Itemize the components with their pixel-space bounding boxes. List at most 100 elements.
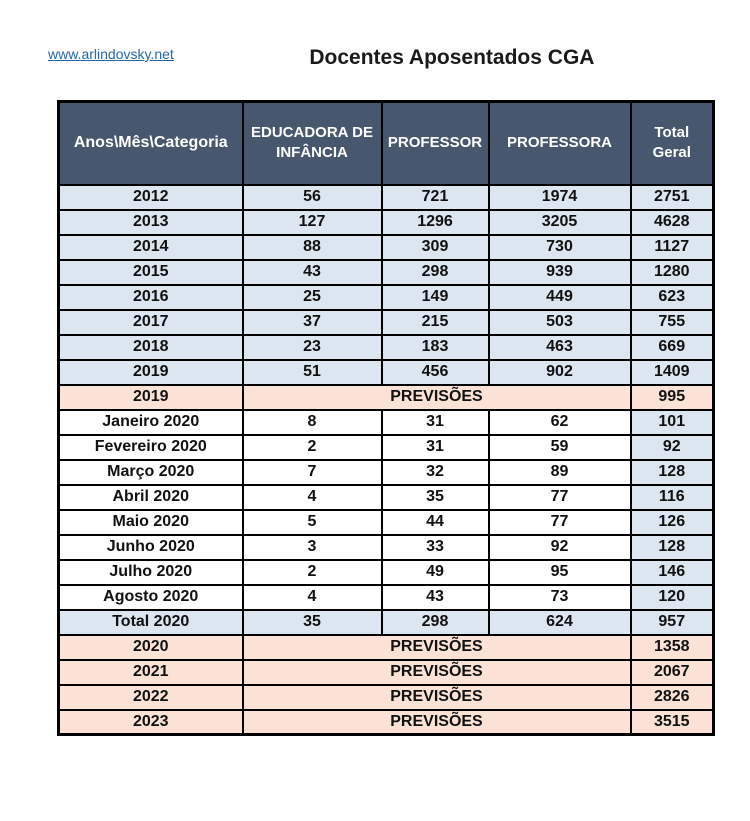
row-label-cell: 2016 bbox=[57, 283, 244, 311]
total-cell: 1409 bbox=[629, 358, 715, 386]
value-cell: 23 bbox=[241, 333, 383, 361]
value-cell: 77 bbox=[487, 483, 632, 511]
total-cell: 128 bbox=[629, 533, 715, 561]
value-cell: 298 bbox=[380, 608, 490, 636]
total-cell: 128 bbox=[629, 458, 715, 486]
total-cell: 2067 bbox=[629, 658, 715, 686]
value-cell: 298 bbox=[380, 258, 490, 286]
value-cell: 31 bbox=[380, 408, 490, 436]
row-label-cell: 2022 bbox=[57, 683, 244, 711]
total-cell: 146 bbox=[629, 558, 715, 586]
value-cell: 4 bbox=[241, 483, 383, 511]
row-label-cell: Total 2020 bbox=[57, 608, 244, 636]
total-cell: 957 bbox=[629, 608, 715, 636]
top-bar: www.arlindovsky.net Docentes Aposentados… bbox=[0, 0, 750, 70]
previsoes-merged-cell: PREVISÕES bbox=[241, 683, 632, 711]
value-cell: 1974 bbox=[487, 183, 632, 211]
value-cell: 77 bbox=[487, 508, 632, 536]
value-cell: 449 bbox=[487, 283, 632, 311]
value-cell: 2 bbox=[241, 433, 383, 461]
row-label-cell: 2023 bbox=[57, 708, 244, 736]
table-row: 2012 56 721 1974 2751 bbox=[57, 183, 715, 211]
total-cell: 1358 bbox=[629, 633, 715, 661]
row-label-cell: 2019 bbox=[57, 358, 244, 386]
value-cell: 149 bbox=[380, 283, 490, 311]
row-label-cell: 2014 bbox=[57, 233, 244, 261]
table-row: 2023 PREVISÕES 3515 bbox=[57, 708, 715, 736]
total-cell: 755 bbox=[629, 308, 715, 336]
previsoes-merged-cell: PREVISÕES bbox=[241, 658, 632, 686]
table-row: 2016 25 149 449 623 bbox=[57, 283, 715, 311]
table-row: Julho 2020 2 49 95 146 bbox=[57, 558, 715, 586]
value-cell: 35 bbox=[380, 483, 490, 511]
table-row: Total 2020 35 298 624 957 bbox=[57, 608, 715, 636]
total-cell: 623 bbox=[629, 283, 715, 311]
row-label-cell: 2012 bbox=[57, 183, 244, 211]
page-title: Docentes Aposentados CGA bbox=[309, 46, 595, 69]
value-cell: 721 bbox=[380, 183, 490, 211]
total-cell: 669 bbox=[629, 333, 715, 361]
table-row: 2015 43 298 939 1280 bbox=[57, 258, 715, 286]
value-cell: 33 bbox=[380, 533, 490, 561]
row-label-cell: 2013 bbox=[57, 208, 244, 236]
value-cell: 51 bbox=[241, 358, 383, 386]
previsoes-merged-cell: PREVISÕES bbox=[241, 708, 632, 736]
col-header-professora: PROFESSORA bbox=[487, 100, 632, 186]
table-row: 2018 23 183 463 669 bbox=[57, 333, 715, 361]
table-row: 2021 PREVISÕES 2067 bbox=[57, 658, 715, 686]
value-cell: 43 bbox=[380, 583, 490, 611]
value-cell: 8 bbox=[241, 408, 383, 436]
row-label-cell: 2018 bbox=[57, 333, 244, 361]
value-cell: 902 bbox=[487, 358, 632, 386]
row-label-cell: Julho 2020 bbox=[57, 558, 244, 586]
row-label-cell: 2019 bbox=[57, 383, 244, 411]
value-cell: 49 bbox=[380, 558, 490, 586]
value-cell: 127 bbox=[241, 208, 383, 236]
table-row: 2022 PREVISÕES 2826 bbox=[57, 683, 715, 711]
row-label-cell: 2015 bbox=[57, 258, 244, 286]
row-label-cell: Janeiro 2020 bbox=[57, 408, 244, 436]
row-label-cell: Maio 2020 bbox=[57, 508, 244, 536]
value-cell: 3 bbox=[241, 533, 383, 561]
value-cell: 25 bbox=[241, 283, 383, 311]
value-cell: 62 bbox=[487, 408, 632, 436]
value-cell: 92 bbox=[487, 533, 632, 561]
value-cell: 56 bbox=[241, 183, 383, 211]
row-label-cell: 2021 bbox=[57, 658, 244, 686]
value-cell: 44 bbox=[380, 508, 490, 536]
value-cell: 37 bbox=[241, 308, 383, 336]
table-row: 2019 PREVISÕES 995 bbox=[57, 383, 715, 411]
value-cell: 31 bbox=[380, 433, 490, 461]
value-cell: 624 bbox=[487, 608, 632, 636]
website-link[interactable]: www.arlindovsky.net bbox=[48, 46, 174, 62]
value-cell: 73 bbox=[487, 583, 632, 611]
row-label-cell: 2017 bbox=[57, 308, 244, 336]
total-cell: 116 bbox=[629, 483, 715, 511]
table-header-row: Anos\Mês\Categoria EDUCADORA DE INFÂNCIA… bbox=[57, 100, 715, 186]
value-cell: 503 bbox=[487, 308, 632, 336]
value-cell: 183 bbox=[380, 333, 490, 361]
value-cell: 939 bbox=[487, 258, 632, 286]
table-row: 2020 PREVISÕES 1358 bbox=[57, 633, 715, 661]
table-row: Agosto 2020 4 43 73 120 bbox=[57, 583, 715, 611]
value-cell: 456 bbox=[380, 358, 490, 386]
value-cell: 3205 bbox=[487, 208, 632, 236]
row-label-cell: Abril 2020 bbox=[57, 483, 244, 511]
total-cell: 3515 bbox=[629, 708, 715, 736]
row-label-cell: Agosto 2020 bbox=[57, 583, 244, 611]
total-cell: 92 bbox=[629, 433, 715, 461]
total-cell: 2751 bbox=[629, 183, 715, 211]
value-cell: 95 bbox=[487, 558, 632, 586]
value-cell: 730 bbox=[487, 233, 632, 261]
col-header-total-geral: Total Geral bbox=[629, 100, 715, 186]
table-row: Maio 2020 5 44 77 126 bbox=[57, 508, 715, 536]
col-header-educadora-de-infancia: EDUCADORA DE INFÂNCIA bbox=[241, 100, 383, 186]
total-cell: 995 bbox=[629, 383, 715, 411]
total-cell: 126 bbox=[629, 508, 715, 536]
table-row: Março 2020 7 32 89 128 bbox=[57, 458, 715, 486]
col-header-professor: PROFESSOR bbox=[380, 100, 490, 186]
row-label-cell: Fevereiro 2020 bbox=[57, 433, 244, 461]
value-cell: 309 bbox=[380, 233, 490, 261]
value-cell: 2 bbox=[241, 558, 383, 586]
docentes-aposentados-table: Anos\Mês\Categoria EDUCADORA DE INFÂNCIA… bbox=[57, 100, 715, 736]
